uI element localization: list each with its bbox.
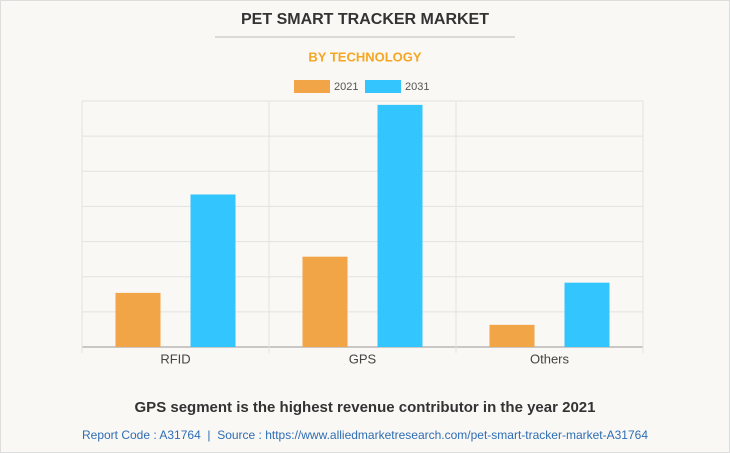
bar [302, 256, 348, 347]
source: Report Code : A31764 | Source : https://… [82, 428, 648, 442]
x-tick-label: RFID [160, 351, 190, 366]
legend-swatch [365, 80, 401, 93]
bar [377, 104, 423, 347]
caption: GPS segment is the highest revenue contr… [135, 399, 596, 416]
bar [190, 194, 236, 347]
chart-subtitle: BY TECHNOLOGY [308, 49, 421, 64]
legend-swatch [294, 80, 330, 93]
x-tick-label: Others [530, 351, 570, 366]
bar [489, 324, 535, 347]
legend-label: 2031 [405, 81, 429, 93]
bar [564, 282, 610, 347]
chart-title: PET SMART TRACKER MARKET [241, 11, 489, 28]
x-tick-label: GPS [349, 351, 377, 366]
legend-label: 2021 [334, 81, 358, 93]
bar [115, 292, 161, 347]
